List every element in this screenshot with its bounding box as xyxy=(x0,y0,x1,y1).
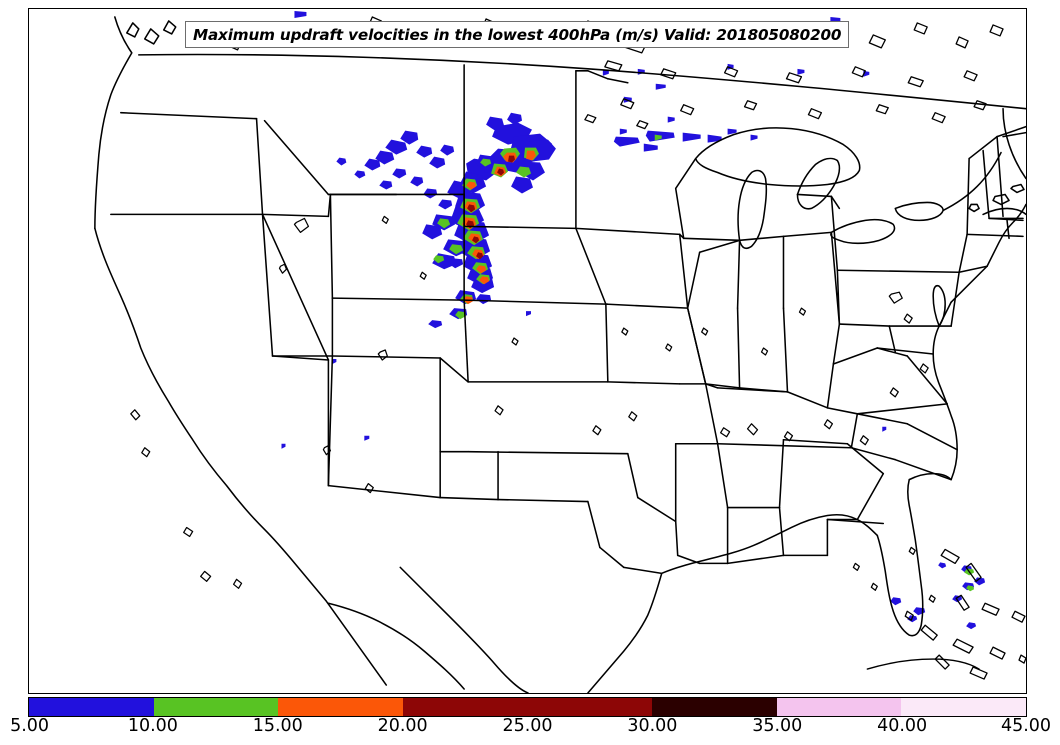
colorbar-segment-10-15 xyxy=(153,698,279,716)
updraft-velocity-field xyxy=(281,10,986,630)
colorbar xyxy=(28,697,1027,717)
colorbar-tick-10.00: 10.00 xyxy=(127,716,178,736)
colorbar-tick-40.00: 40.00 xyxy=(877,716,928,736)
colorbar-tick-15.00: 15.00 xyxy=(252,716,303,736)
colorbar-tick-25.00: 25.00 xyxy=(502,716,553,736)
map-title-banner: Maximum updraft velocities in the lowest… xyxy=(185,21,850,48)
political-boundaries xyxy=(94,16,1026,693)
colorbar-tick-20.00: 20.00 xyxy=(377,716,428,736)
map-geography xyxy=(94,10,1026,693)
colorbar-segment-30-35 xyxy=(652,698,777,716)
colorbar-segment-5-10 xyxy=(29,698,154,716)
colorbar-tick-45.00: 45.00 xyxy=(1000,716,1052,736)
colorbar-tick-30.00: 30.00 xyxy=(627,716,678,736)
colorbar-tick-35.00: 35.00 xyxy=(752,716,803,736)
colorbar-segment-15-20 xyxy=(278,698,403,716)
colorbar-segment-20-30 xyxy=(402,698,653,716)
colorbar-segment-40-45 xyxy=(901,698,1026,716)
colorbar-segment-35-40 xyxy=(776,698,902,716)
colorbar-tick-5.00: 5.00 xyxy=(10,716,50,736)
map-title-text: Maximum updraft velocities in the lowest… xyxy=(193,25,842,44)
colorbar-tick-labels: 5.00 10.00 15.00 20.00 25.00 30.00 35.00 40.00 4… xyxy=(0,716,1060,742)
map-panel xyxy=(28,8,1027,694)
